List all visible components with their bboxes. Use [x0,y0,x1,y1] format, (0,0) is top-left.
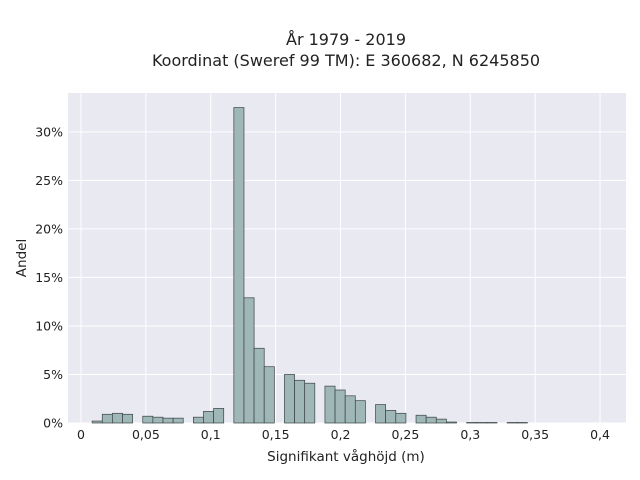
histogram-bar [385,410,397,424]
grid-lines [68,93,626,424]
histogram-bar [193,416,204,424]
histogram-bar [375,404,387,424]
x-tick-label: 0,15 [262,427,290,442]
histogram-bar [263,366,275,424]
y-tick-label: 5% [43,367,63,382]
chart-title-line-2: Koordinat (Sweref 99 TM): E 360682, N 62… [152,51,540,70]
histogram-bar [395,412,407,424]
x-tick-label: 0 [77,427,85,442]
histogram-bar [233,107,245,424]
plot-area [68,93,626,423]
histogram-bar [172,417,184,424]
x-tick-label: 0,25 [391,427,419,442]
histogram-bar [213,408,225,424]
x-tick-label: 0,2 [331,427,351,442]
histogram-bar [112,412,123,424]
histogram-bar [425,416,437,424]
y-tick-label: 25% [35,173,63,188]
histogram-bar [415,414,427,424]
x-tick-label: 0,05 [132,427,160,442]
histogram-bar [101,413,113,424]
histogram-bar [294,379,306,424]
y-tick-label: 30% [35,124,63,139]
x-tick-label: 0,3 [460,427,480,442]
chart-title-line-1: År 1979 - 2019 [286,30,406,49]
histogram-bar [354,400,366,424]
histogram-bar [334,389,346,424]
histogram-bar [142,415,154,424]
histogram-bars [91,107,528,424]
histogram-bar [203,411,214,424]
x-axis-ticks: 0 0,05 0,1 0,15 0,2 0,25 0,3 0,35 0,4 [77,427,610,442]
y-tick-label: 20% [35,221,63,236]
y-axis-ticks: 0% 5% 10% 15% 20% 25% 30% [35,124,63,430]
histogram-bar [324,385,336,424]
y-tick-label: 10% [35,318,63,333]
x-tick-label: 0,35 [521,427,549,442]
x-axis-label: Signifikant våghöjd (m) [267,448,425,465]
y-axis-label: Andel [14,239,30,277]
x-tick-label: 0,4 [590,427,610,442]
histogram-bar [152,416,164,424]
histogram-bar [435,418,447,424]
y-tick-label: 0% [43,416,63,431]
histogram-bar [446,421,457,424]
x-tick-label: 0,1 [201,427,221,442]
histogram-bar [122,413,133,424]
histogram-bar [243,297,255,424]
histogram-bar [284,374,295,424]
histogram-bar [91,420,103,424]
y-tick-label: 15% [35,270,63,285]
histogram-bar [253,347,265,424]
histogram-bar [162,417,174,424]
histogram-bar [304,382,316,424]
histogram-bar [344,395,356,424]
